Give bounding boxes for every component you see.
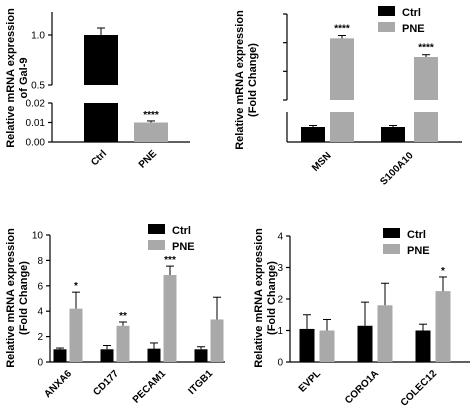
anxa6-bar-pecam1-ctrl	[147, 348, 161, 362]
panel-evpl-ylabel-line1: Relative mRNA expression	[253, 228, 265, 368]
gal9-ytick-label: 0.02	[26, 99, 46, 110]
gal9-ytick-label: 0.00	[26, 138, 46, 149]
anxa6-ytick-label: 10	[32, 231, 44, 242]
panel-evpl-chart: Relative mRNA expression (Fold Change) 0…	[253, 228, 470, 409]
gal9-bar-ctrl-upper	[84, 35, 118, 85]
panel-gal9-chart: Relative mRNA expression of Gal-9 0.5 1.0…	[5, 8, 190, 171]
panel-msn-s100a10-chart: Relative mRNA expression (Fold Change) *…	[234, 6, 462, 188]
gal9-ytick-label: 1.0	[31, 31, 45, 42]
anxa6-significance: *	[74, 281, 78, 292]
anxa6-category-label: ANXA6	[42, 368, 74, 400]
panel-gal9-ylabel-line1: Relative mRNA expression	[5, 8, 17, 148]
evpl-category-label: COLEC12	[399, 368, 440, 409]
evpl-significance: *	[441, 266, 445, 277]
anxa6-bar-cd177-ctrl	[100, 349, 114, 362]
msn-significance: ****	[418, 43, 434, 54]
anxa6-legend-label-pne: PNE	[172, 241, 195, 253]
anxa6-category-label: ITGB1	[187, 368, 216, 397]
evpl-legend-label-pne: PNE	[407, 245, 430, 257]
evpl-ytick-label: 2	[277, 295, 283, 306]
panel-gal9-ylabel-line2: of Gal-9	[18, 58, 30, 99]
evpl-bar-coro1a-ctrl	[357, 325, 373, 362]
panel-msn-ylabel-line2: (Fold Change)	[247, 43, 259, 117]
gal9-bar-pne	[134, 122, 168, 142]
anxa6-category-label: CD177	[91, 368, 121, 398]
gal9-category-label: PNE	[137, 148, 160, 171]
evpl-ytick-label: 4	[277, 232, 283, 243]
anxa6-legend-swatch-pne	[148, 240, 165, 250]
panel-anxa6-chart: Relative mRNA expression (Fold Change) 0…	[5, 224, 225, 406]
anxa6-legend-swatch-ctrl	[148, 224, 165, 234]
evpl-bar-evpl-ctrl	[299, 328, 315, 362]
msn-bar-msn-pne-upper	[330, 38, 354, 100]
evpl-legend-swatch-ctrl	[383, 228, 400, 238]
anxa6-legend-label-ctrl: Ctrl	[172, 225, 191, 237]
msn-bar-s100a10-pne-upper	[414, 57, 438, 100]
evpl-ytick-label: 0	[277, 358, 283, 369]
anxa6-bar-itgb1-pne	[210, 319, 224, 362]
anxa6-ytick-label: 6	[37, 281, 43, 292]
gal9-significance: ****	[143, 110, 159, 121]
gal9-ytick-label: 0.01	[26, 118, 46, 129]
gal9-category-label: Ctrl	[89, 148, 109, 168]
evpl-bar-coro1a-pne	[377, 305, 393, 362]
anxa6-ytick-label: 2	[37, 332, 43, 343]
anxa6-category-label: PECAM1	[131, 368, 169, 406]
msn-legend-label-pne: PNE	[402, 23, 425, 35]
gal9-ytick-label: 0.5	[31, 81, 45, 92]
gal9-bar-ctrl-lower	[84, 103, 118, 142]
anxa6-bar-anxa6-ctrl	[53, 349, 67, 362]
msn-bar-msn-pne-lower	[330, 112, 354, 142]
evpl-bar-colec12-ctrl	[415, 330, 431, 362]
panel-anxa6-ylabel-line2: (Fold Change)	[18, 261, 30, 335]
msn-category-label: S100A10	[378, 150, 416, 188]
msn-category-label: MSN	[310, 150, 334, 174]
evpl-legend-swatch-pne	[383, 244, 400, 254]
msn-significance: ****	[334, 24, 350, 35]
anxa6-ytick-label: 0	[37, 358, 43, 369]
anxa6-ytick-label: 8	[37, 256, 43, 267]
msn-bar-s100a10-ctrl	[381, 127, 405, 142]
msn-legend-swatch-ctrl	[378, 6, 395, 16]
panel-evpl-ylabel-line2: (Fold Change)	[266, 261, 278, 335]
evpl-bar-colec12-pne	[435, 291, 451, 362]
msn-bar-s100a10-pne-lower	[414, 112, 438, 142]
evpl-ytick-label: 3	[277, 263, 283, 274]
panel-anxa6-ylabel-line1: Relative mRNA expression	[5, 228, 17, 368]
msn-legend-label-ctrl: Ctrl	[402, 7, 421, 19]
anxa6-ytick-label: 4	[37, 307, 43, 318]
evpl-legend-label-ctrl: Ctrl	[407, 229, 426, 241]
anxa6-significance: ***	[164, 255, 176, 266]
panel-msn-ylabel-line1: Relative mRNA expression	[234, 10, 246, 150]
evpl-bar-evpl-pne	[319, 330, 335, 362]
evpl-ytick-label: 1	[277, 326, 283, 337]
anxa6-bar-cd177-pne	[116, 325, 130, 362]
evpl-category-label: EVPL	[297, 368, 323, 394]
anxa6-bar-anxa6-pne	[69, 308, 83, 362]
msn-bar-msn-ctrl	[301, 127, 325, 142]
msn-legend-swatch-pne	[378, 22, 395, 32]
anxa6-bar-pecam1-pne	[163, 275, 177, 362]
evpl-category-label: CORO1A	[343, 368, 381, 406]
anxa6-significance: **	[119, 311, 127, 322]
anxa6-bar-itgb1-ctrl	[194, 349, 208, 362]
